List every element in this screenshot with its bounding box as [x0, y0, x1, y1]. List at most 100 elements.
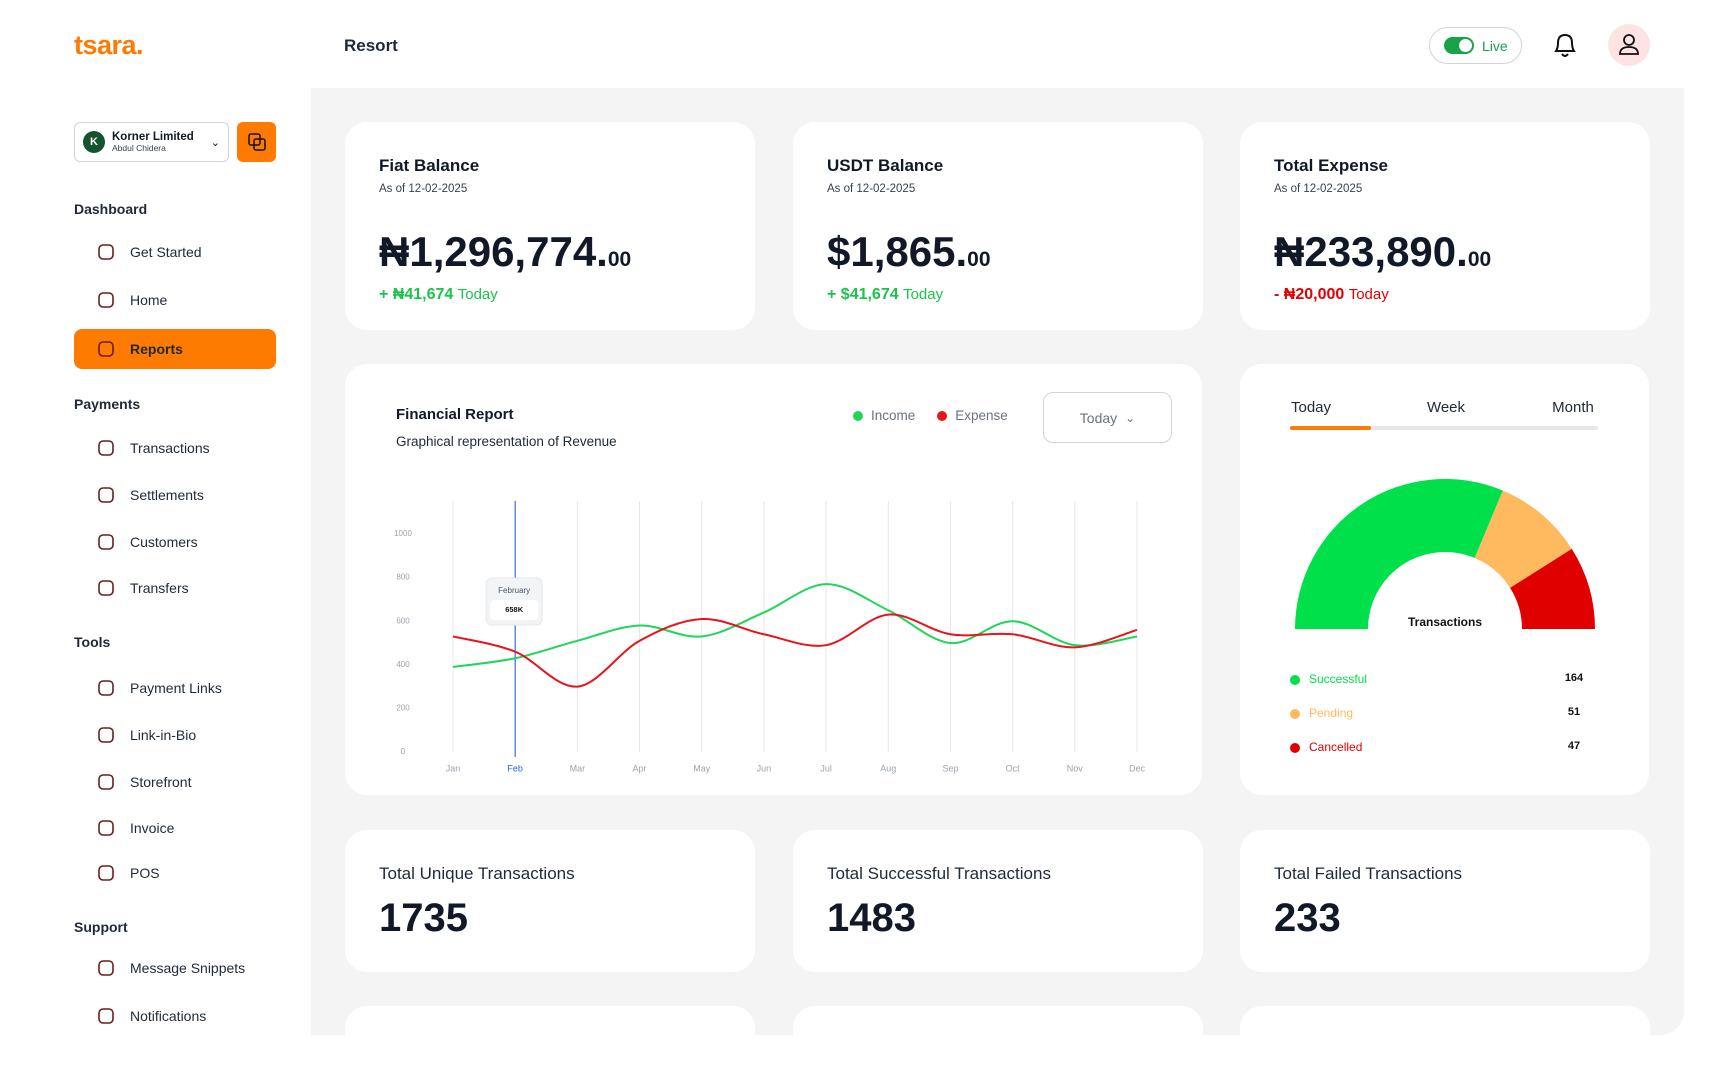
legend-label: Expense — [955, 408, 1008, 423]
legend-dot — [1290, 743, 1300, 753]
icon-shape — [98, 820, 114, 836]
stat-card: Total Unique Transactions 1735 — [345, 830, 755, 972]
card-date: As of 12-02-2025 — [827, 183, 916, 195]
nav-item[interactable]: Link-in-Bio — [74, 715, 276, 755]
nav-label: Get Started — [130, 244, 202, 260]
change: + ₦41,674 — [379, 286, 454, 303]
legend-dot — [937, 410, 948, 421]
icon-shape — [98, 727, 114, 743]
icon-shape — [98, 865, 114, 881]
nav-item[interactable]: Invoice — [74, 808, 276, 848]
icon-shape — [98, 1008, 114, 1024]
avatar[interactable] — [1607, 23, 1651, 67]
amount-row: ₦233,890.00 — [1274, 228, 1491, 276]
legend-dot — [853, 410, 863, 421]
icon-shape — [98, 680, 114, 696]
nav-label: Home — [130, 292, 168, 308]
account-name: Korner Limited — [112, 131, 194, 143]
center-label: Transactions — [1408, 615, 1482, 629]
nav-label: Invoice — [130, 820, 175, 836]
donut-segment — [1510, 548, 1595, 629]
change: - ₦20,000 — [1274, 286, 1345, 303]
y-tick-label: 1000 — [394, 529, 412, 538]
legend-dot — [1290, 675, 1300, 685]
nav-item[interactable]: Settlements — [74, 475, 276, 515]
avatar-body — [1619, 46, 1639, 55]
tab-indicator — [1290, 426, 1371, 430]
amount: ₦1,296,774. — [379, 228, 608, 275]
nav-item[interactable]: Home — [74, 280, 276, 320]
nav-item[interactable]: Message Snippets — [74, 948, 276, 988]
icon-shape — [98, 292, 114, 308]
nav-item[interactable]: Notifications — [74, 996, 276, 1036]
card-date: As of 12-02-2025 — [1274, 183, 1363, 195]
half-donut-chart: Today Week Month Transactions Successful 164 P… — [1290, 399, 1598, 754]
nav-label: Message Snippets — [130, 960, 246, 976]
chevron: ⌄ — [210, 136, 220, 149]
change-row: + ₦41,674 Today — [379, 286, 498, 304]
transactions-card: Today Week Month Transactions Successful 164 P… — [1240, 364, 1649, 795]
nav-icon — [98, 341, 114, 357]
card-placeholder — [1240, 1006, 1650, 1035]
legend: Income Expense — [853, 408, 1008, 423]
nav-section-title: Support — [74, 919, 128, 935]
chart-subtitle: Graphical representation of Revenue — [396, 434, 617, 449]
y-tick-label: 600 — [396, 616, 410, 625]
legend-label: Pending — [1309, 706, 1353, 720]
stat-card: Total Successful Transactions 1483 — [793, 830, 1203, 972]
amount-decimals: 00 — [607, 248, 632, 271]
amount-row: $1,865.00 — [827, 228, 991, 276]
legend-item: Income — [853, 408, 915, 423]
nav-item[interactable]: Payment Links — [74, 668, 276, 708]
chart-title: Financial Report — [396, 406, 514, 423]
nav-item[interactable]: Transactions — [74, 428, 276, 468]
switch-button[interactable] — [237, 122, 276, 162]
nav-item[interactable]: POS — [74, 853, 276, 893]
amount: ₦233,890. — [1274, 228, 1468, 275]
change-row: + $41,674 Today — [827, 286, 943, 304]
y-tick-label: 200 — [396, 704, 410, 713]
nav-icon — [98, 1008, 114, 1024]
y-tick-label: 0 — [401, 747, 406, 756]
nav-label: Notifications — [130, 1008, 207, 1024]
amount-row: ₦1,296,774.00 — [379, 228, 631, 276]
nav-icon — [98, 580, 114, 596]
x-tick-label: Sep — [942, 763, 958, 773]
stat-value: 233 — [1274, 896, 1341, 940]
change: + $41,674 — [827, 286, 899, 303]
nav-item[interactable]: Transfers — [74, 568, 276, 608]
nav-section-title: Dashboard — [74, 201, 148, 217]
nav-section-title: Payments — [74, 396, 141, 412]
amount-decimals: 00 — [967, 248, 991, 271]
financial-report-card: Financial Report Graphical representation… — [345, 364, 1202, 795]
period-tab[interactable]: Today — [1291, 399, 1332, 416]
logo: tsara. — [74, 30, 144, 60]
legend-label: Income — [871, 408, 916, 423]
icon-shape — [98, 244, 114, 260]
legend-value: 47 — [1568, 740, 1580, 752]
donut-segment — [1295, 479, 1503, 629]
account-initial: K — [83, 131, 105, 153]
nav-icon — [98, 727, 114, 743]
nav-label: Transactions — [130, 440, 210, 456]
nav-item[interactable]: Storefront — [74, 762, 276, 802]
account-switcher[interactable]: K Korner Limited Abdul Chidera ⌄ — [74, 122, 229, 162]
stat-title: Total Successful Transactions — [827, 864, 1051, 883]
nav-icon — [98, 534, 114, 550]
nav-item[interactable]: Customers — [74, 522, 276, 562]
live-toggle[interactable]: Live — [1429, 27, 1522, 64]
series-line — [452, 583, 1138, 668]
card-placeholder — [345, 1006, 755, 1035]
amount: $1,865. — [827, 228, 968, 275]
card-title: Total Expense — [1274, 156, 1388, 175]
bell-icon[interactable] — [1551, 30, 1579, 60]
nav-item[interactable]: Reports — [74, 329, 276, 369]
balance-card: Total Expense As of 12-02-2025 ₦233,890.00… — [1240, 122, 1650, 330]
card-date: As of 12-02-2025 — [379, 183, 468, 195]
nav-label: Settlements — [130, 487, 204, 503]
period-tab[interactable]: Month — [1552, 399, 1594, 416]
nav-item[interactable]: Get Started — [74, 232, 276, 272]
period-tab[interactable]: Week — [1427, 399, 1466, 416]
period-dropdown[interactable]: Today ⌄ — [1043, 392, 1172, 443]
